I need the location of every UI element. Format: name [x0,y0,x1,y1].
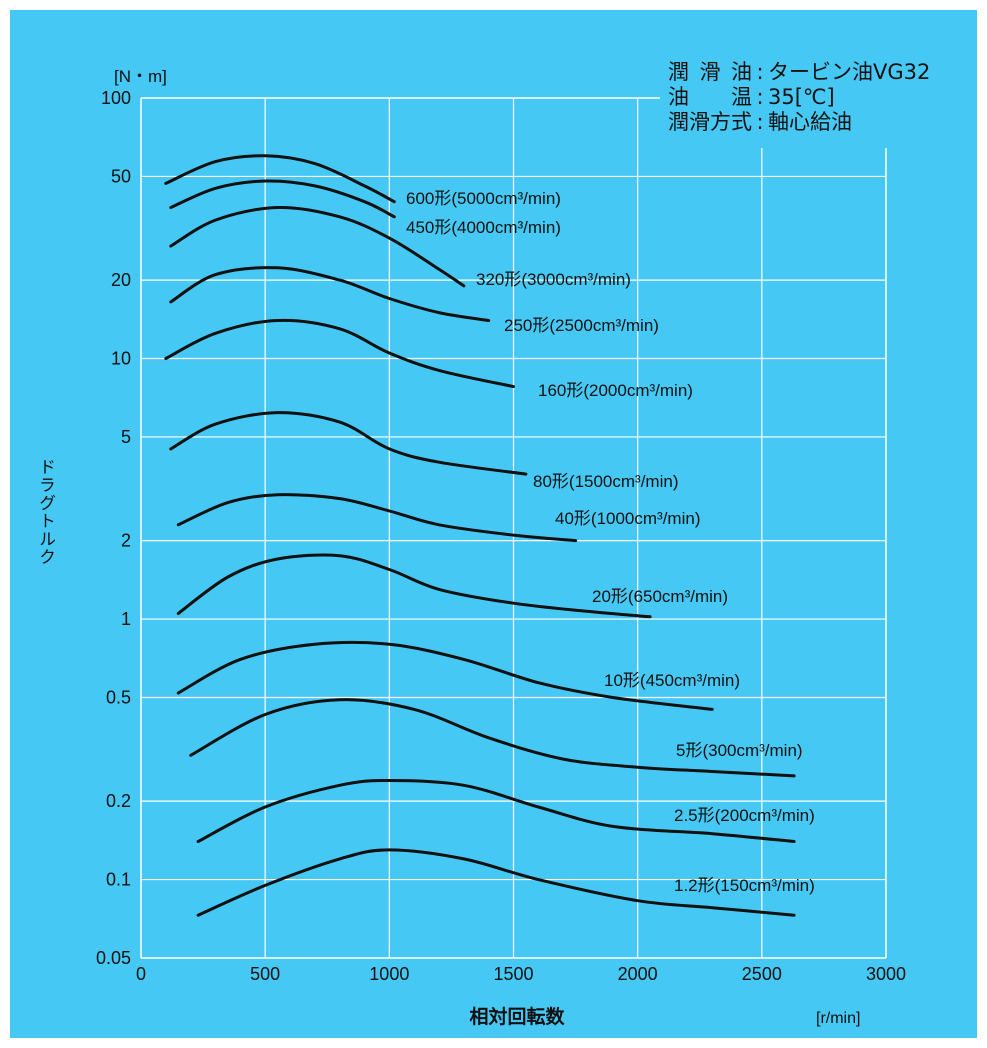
x-tick-label: 1500 [493,964,533,984]
series-line [176,640,714,711]
grid-lines [141,98,886,958]
series-label: 2.5形(200cm³/min) [674,806,815,825]
series-line [164,318,515,389]
condition-value: 35[℃] [768,85,835,109]
y-unit-label: [N・m] [114,67,167,86]
x-tick-label: 0 [136,964,146,984]
series-label: 450形(4000cm³/min) [406,218,561,237]
x-tick-label: 1000 [369,964,409,984]
x-tick-label: 2500 [742,964,782,984]
y-tick-label: 0.2 [106,791,131,811]
x-axis-title: 相対回転数 [469,1005,565,1028]
series-line [169,411,528,476]
condition-row-oil: 潤滑油 : タービン油VG32 [668,60,930,85]
series-curves [164,154,796,917]
condition-value: タービン油VG32 [768,60,931,84]
y-tick-label: 10 [111,349,131,369]
condition-separator: : [756,110,764,134]
series-line [176,553,652,619]
y-tick-label: 100 [101,88,131,108]
series-label: 600形(5000cm³/min) [406,189,561,208]
y-tick-label: 1 [121,609,131,629]
condition-row-method: 潤滑方式 : 軸心給油 [668,110,930,135]
x-tick-label: 500 [250,964,280,984]
series-line [189,698,796,778]
series-line [169,205,466,288]
y-tick-label: 20 [111,270,131,290]
condition-key: 潤滑油 [668,60,752,84]
x-unit-label: [r/min] [816,1010,860,1027]
y-tick-label: 0.05 [96,948,131,968]
series-label: 160形(2000cm³/min) [538,381,693,400]
series-label: 320形(3000cm³/min) [476,270,631,289]
series-line [169,179,396,219]
y-tick-label: 2 [121,531,131,551]
conditions-box: 潤滑油 : タービン油VG32 油温 : 35[℃] 潤滑方式 : 軸心給油 [668,60,930,135]
tick-labels: 0 500 1000 1500 2000 2500 30000.050.10.20.5125… [96,88,906,984]
series-label: 20形(650cm³/min) [592,587,728,606]
condition-separator: : [756,85,764,109]
series-label: 80形(1500cm³/min) [533,472,679,491]
series-label: 5形(300cm³/min) [676,741,803,760]
condition-value: 軸心給油 [768,110,852,134]
condition-row-temp: 油温 : 35[℃] [668,85,930,110]
series-line [196,848,796,917]
condition-key: 潤滑方式 [668,110,752,134]
series-line [169,266,491,322]
series-line [164,154,396,204]
x-tick-label: 2000 [618,964,658,984]
series-label: 10形(450cm³/min) [604,671,740,690]
y-tick-label: 0.5 [106,687,131,707]
x-tick-label: 3000 [866,964,906,984]
series-label: 40形(1000cm³/min) [555,509,701,528]
y-tick-label: 5 [121,427,131,447]
condition-separator: : [756,60,764,84]
axes [140,97,887,959]
y-tick-label: 0.1 [106,870,131,890]
condition-key: 油温 [668,85,752,109]
series-label: 250形(2500cm³/min) [504,316,659,335]
series-labels: 600形(5000cm³/min) 450形(4000cm³/min) 320形(3… [406,189,815,895]
y-tick-label: 50 [111,166,131,186]
y-axis-title: ドラグトルク [35,458,55,566]
series-line [176,493,578,543]
series-label: 1.2形(150cm³/min) [674,876,815,895]
series-line [196,778,796,843]
